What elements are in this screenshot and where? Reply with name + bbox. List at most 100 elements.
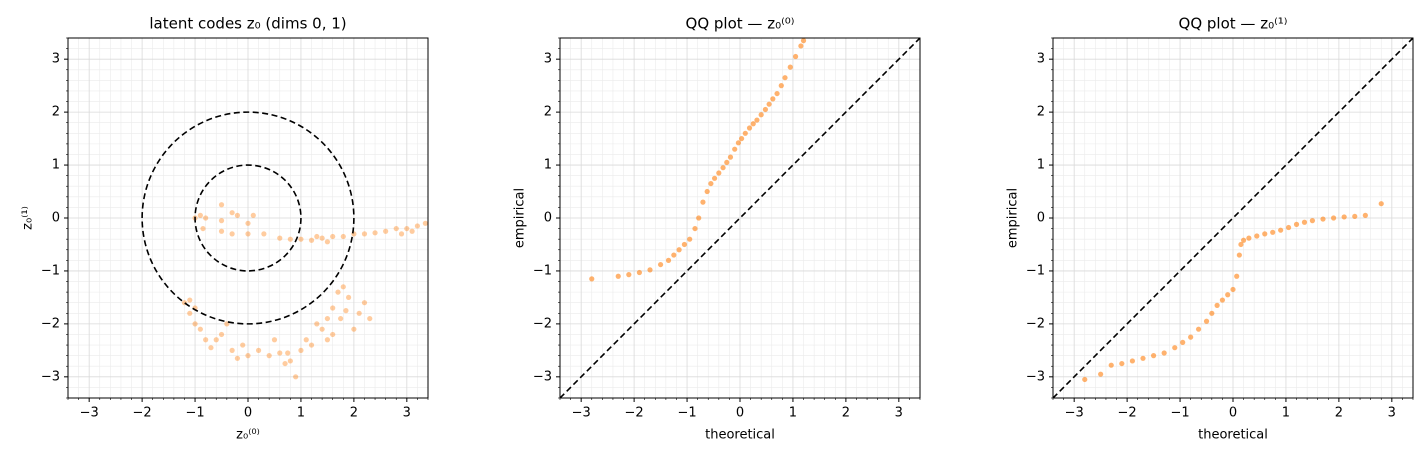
- y-axis-label: empirical: [513, 188, 528, 248]
- point: [782, 75, 788, 81]
- point: [1161, 350, 1167, 356]
- point: [750, 121, 756, 127]
- point: [308, 342, 315, 348]
- point: [361, 231, 368, 237]
- point: [716, 170, 722, 176]
- x-tick-label: −2: [625, 406, 644, 421]
- point: [345, 294, 352, 301]
- point: [218, 218, 225, 224]
- point: [676, 247, 682, 253]
- point: [351, 231, 357, 237]
- point: [255, 347, 262, 353]
- point: [700, 199, 706, 205]
- point: [340, 233, 346, 240]
- point: [1234, 273, 1240, 279]
- point: [1254, 233, 1260, 239]
- point: [732, 146, 738, 152]
- x-tick-label: 3: [1388, 406, 1396, 421]
- point: [245, 220, 251, 226]
- point: [282, 360, 288, 367]
- point: [665, 257, 672, 263]
- point: [746, 125, 753, 131]
- point: [1172, 345, 1178, 351]
- point: [203, 337, 209, 343]
- point: [615, 273, 621, 279]
- point: [1301, 219, 1308, 225]
- axes-frame: [67, 37, 429, 399]
- y-tick-label: −2: [41, 316, 60, 331]
- point: [774, 90, 780, 97]
- point: [287, 358, 293, 364]
- point: [277, 350, 283, 356]
- x-tick-label: −3: [80, 406, 99, 421]
- y-tick-label: 2: [1037, 105, 1045, 120]
- point: [742, 130, 748, 136]
- point: [351, 326, 357, 332]
- x-tick-label: −3: [1065, 406, 1084, 421]
- point: [277, 235, 283, 241]
- y-tick-label: 2: [544, 105, 552, 120]
- point: [708, 180, 714, 187]
- point: [1225, 292, 1231, 298]
- point: [800, 38, 807, 44]
- point: [1378, 201, 1384, 207]
- point: [335, 289, 341, 295]
- x-tick-label: 2: [350, 406, 358, 421]
- y-axis-label: z₀⁽¹⁾: [21, 206, 36, 230]
- point: [298, 236, 304, 242]
- point: [234, 355, 241, 361]
- point: [687, 236, 693, 242]
- point: [1270, 229, 1276, 235]
- point: [1285, 224, 1292, 231]
- point: [261, 231, 267, 237]
- point: [1180, 339, 1186, 346]
- point: [203, 215, 209, 221]
- point: [229, 210, 235, 216]
- point: [758, 112, 764, 118]
- y-tick-label: 3: [544, 52, 552, 67]
- y-tick-label: −1: [41, 263, 60, 278]
- y-tick-label: −2: [1026, 316, 1045, 331]
- point: [319, 326, 325, 332]
- point: [372, 230, 378, 236]
- point: [1230, 286, 1236, 293]
- point: [1278, 227, 1284, 233]
- point: [724, 159, 730, 166]
- point: [356, 310, 362, 316]
- point: [338, 315, 344, 322]
- point: [1150, 353, 1157, 359]
- point: [1341, 214, 1347, 220]
- point: [245, 353, 251, 359]
- point: [330, 331, 336, 338]
- point: [692, 225, 698, 232]
- point: [1219, 297, 1226, 303]
- point: [1309, 218, 1316, 224]
- point: [271, 337, 278, 343]
- point: [266, 353, 272, 359]
- y-tick-label: 3: [52, 52, 60, 67]
- point: [213, 337, 219, 343]
- point: [1320, 216, 1326, 222]
- plot-area: [560, 38, 920, 398]
- point: [343, 308, 349, 314]
- point: [735, 140, 742, 146]
- point: [330, 305, 336, 311]
- point: [727, 154, 734, 160]
- plot-area: [1053, 38, 1413, 398]
- x-tick-label: −2: [1118, 406, 1137, 421]
- point: [229, 231, 235, 237]
- point: [245, 231, 251, 237]
- point: [298, 347, 304, 353]
- y-tick-label: −1: [1026, 263, 1045, 278]
- chart-title: latent codes z₀ (dims 0, 1): [149, 15, 346, 33]
- point: [1195, 326, 1202, 332]
- y-tick-label: −1: [533, 263, 552, 278]
- y-tick-label: 2: [52, 105, 60, 120]
- point: [409, 228, 415, 234]
- x-tick-label: 1: [297, 406, 305, 421]
- point: [647, 267, 653, 273]
- point: [1119, 360, 1125, 367]
- point: [589, 276, 595, 282]
- y-tick-label: 0: [1037, 211, 1045, 226]
- point: [1238, 241, 1244, 248]
